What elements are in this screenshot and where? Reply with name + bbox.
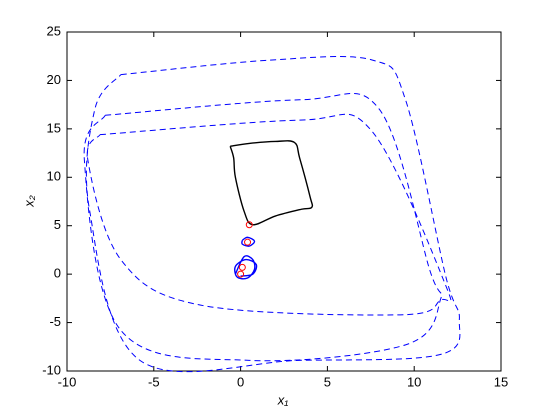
y-tick-label: 15 bbox=[47, 120, 61, 135]
marker bbox=[237, 270, 245, 278]
x-tick-label: -5 bbox=[148, 374, 160, 389]
trajectory bbox=[83, 92, 443, 362]
trajectory bbox=[234, 255, 258, 280]
y-tick-label: 5 bbox=[54, 217, 61, 232]
y-tick-label: 20 bbox=[47, 72, 61, 87]
y-tick-label: 10 bbox=[47, 169, 61, 184]
y-tick-label: -10 bbox=[42, 362, 61, 377]
x-axis-label: x₁ bbox=[277, 392, 289, 407]
y-tick-label: -5 bbox=[49, 314, 61, 329]
y-tick-label: 25 bbox=[47, 23, 61, 38]
trajectory bbox=[241, 236, 256, 247]
y-tick-label: 0 bbox=[54, 266, 61, 281]
x-tick-label: 10 bbox=[407, 374, 421, 389]
trajectory bbox=[229, 140, 314, 226]
marker bbox=[245, 221, 253, 229]
x-tick-label: 0 bbox=[237, 374, 244, 389]
trajectory bbox=[85, 56, 461, 373]
plot-frame bbox=[66, 31, 502, 372]
marker bbox=[244, 238, 252, 246]
y-axis-label: x₂ bbox=[21, 195, 36, 208]
x-tick-label: 15 bbox=[494, 374, 508, 389]
x-tick-label: 5 bbox=[324, 374, 331, 389]
marker bbox=[238, 263, 246, 271]
trajectory bbox=[86, 113, 452, 316]
x-tick-label: -10 bbox=[58, 374, 77, 389]
